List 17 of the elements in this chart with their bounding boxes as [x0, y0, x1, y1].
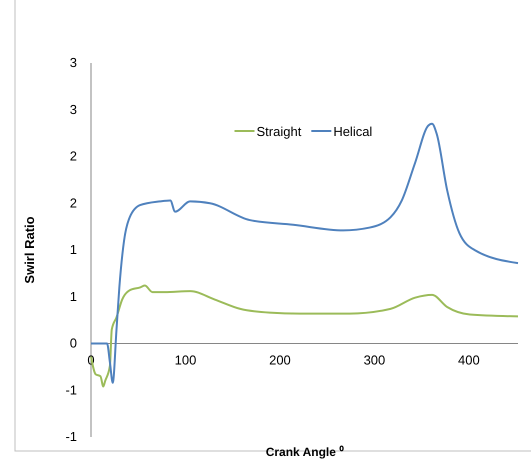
y-tick-label: 0	[70, 336, 77, 351]
y-tick-label: 2	[70, 195, 77, 210]
x-tick-label: 100	[174, 352, 196, 368]
y-tick-label: -1	[65, 382, 77, 398]
x-tick-label: 200	[269, 352, 291, 368]
y-tick-label: 1	[70, 288, 77, 304]
y-tick-label: -1	[65, 429, 77, 444]
y-tick-label: 1	[70, 242, 77, 258]
y-tick-label: 3	[70, 55, 77, 70]
legend-label: Straight	[256, 124, 302, 139]
x-tick-label: 300	[364, 352, 386, 368]
y-tick-label: 2	[70, 148, 77, 164]
x-axis-title: Crank Angle ⁰	[266, 445, 344, 459]
y-axis-title: Swirl Ratio	[22, 216, 37, 284]
x-tick-label: 400	[458, 352, 480, 368]
legend-label: Helical	[333, 124, 372, 139]
y-tick-label: 3	[70, 102, 77, 117]
